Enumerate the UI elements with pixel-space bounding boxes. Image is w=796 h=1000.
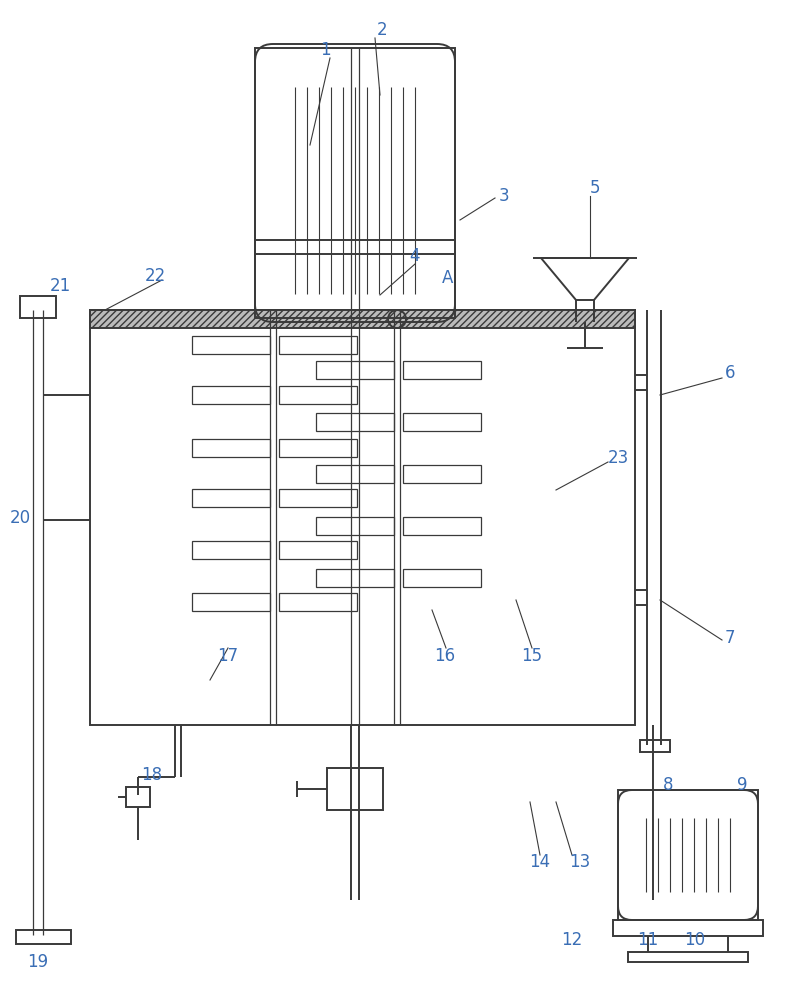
- Bar: [279, 336, 357, 354]
- Bar: [20, 296, 56, 318]
- Bar: [403, 465, 481, 483]
- Text: 5: 5: [590, 179, 600, 197]
- Bar: [316, 361, 394, 379]
- Text: 7: 7: [724, 629, 736, 647]
- Text: 17: 17: [217, 647, 239, 665]
- Bar: [192, 489, 270, 507]
- Text: 6: 6: [724, 364, 736, 382]
- Bar: [316, 569, 394, 587]
- Text: 19: 19: [27, 953, 49, 971]
- Bar: [403, 361, 481, 379]
- Bar: [279, 489, 357, 507]
- Text: 9: 9: [737, 776, 747, 794]
- Bar: [192, 439, 270, 457]
- Bar: [403, 517, 481, 535]
- Bar: [279, 593, 357, 611]
- Bar: [90, 310, 635, 725]
- Text: 16: 16: [435, 647, 455, 665]
- Bar: [16, 930, 71, 944]
- Bar: [403, 413, 481, 431]
- Bar: [279, 541, 357, 559]
- Text: 14: 14: [529, 853, 551, 871]
- Bar: [613, 920, 763, 936]
- Bar: [255, 48, 455, 318]
- Bar: [618, 790, 758, 920]
- Text: 3: 3: [498, 187, 509, 205]
- Text: 2: 2: [377, 21, 388, 39]
- Bar: [279, 386, 357, 404]
- Text: 11: 11: [638, 931, 658, 949]
- Bar: [192, 541, 270, 559]
- Bar: [316, 413, 394, 431]
- Text: 8: 8: [663, 776, 673, 794]
- Bar: [327, 768, 383, 810]
- Bar: [628, 952, 748, 962]
- Bar: [192, 593, 270, 611]
- Text: 4: 4: [410, 247, 420, 265]
- Text: 21: 21: [49, 277, 71, 295]
- Bar: [126, 787, 150, 807]
- Bar: [192, 336, 270, 354]
- Text: 10: 10: [685, 931, 705, 949]
- Text: A: A: [443, 269, 454, 287]
- Text: 18: 18: [142, 766, 162, 784]
- Text: 20: 20: [10, 509, 30, 527]
- Bar: [279, 439, 357, 457]
- Text: 1: 1: [320, 41, 330, 59]
- Text: 22: 22: [144, 267, 166, 285]
- Text: 12: 12: [561, 931, 583, 949]
- Text: 13: 13: [569, 853, 591, 871]
- Bar: [316, 517, 394, 535]
- Bar: [316, 465, 394, 483]
- Bar: [403, 569, 481, 587]
- Bar: [192, 386, 270, 404]
- Bar: [640, 740, 670, 752]
- Text: 23: 23: [607, 449, 629, 467]
- Text: 15: 15: [521, 647, 543, 665]
- Bar: [90, 310, 635, 328]
